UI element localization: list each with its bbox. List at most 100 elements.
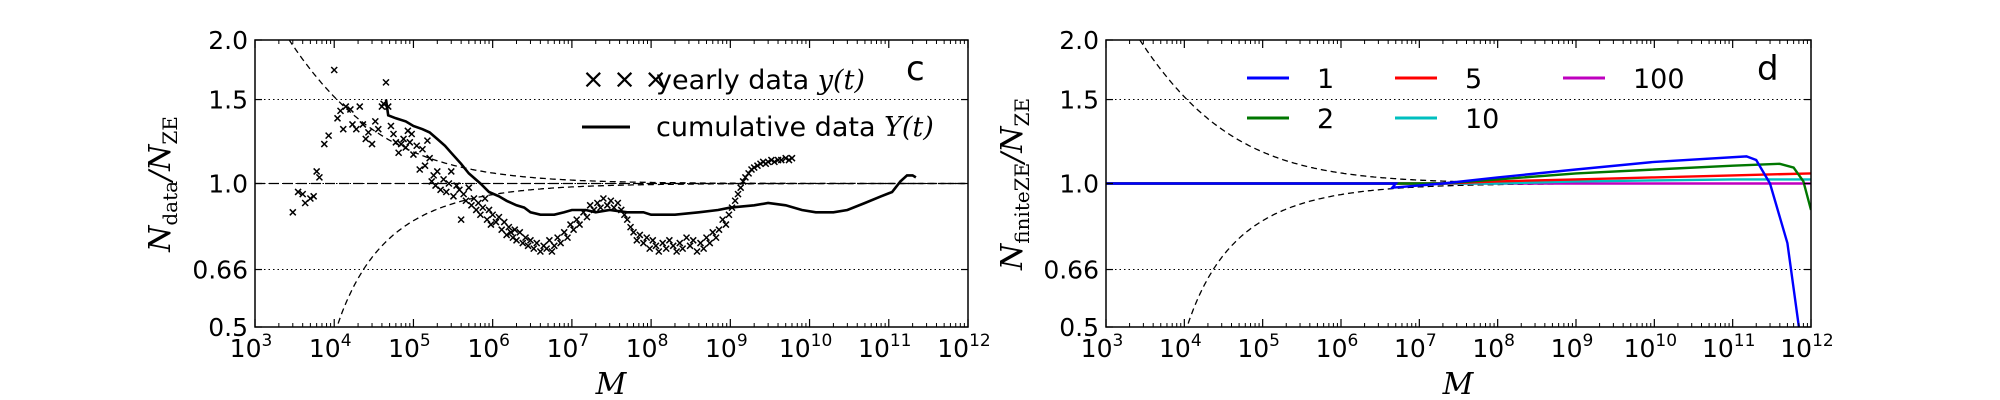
- c-yearly-point: [731, 197, 739, 205]
- c-yearly-point: [374, 125, 382, 133]
- d-legend-label-1: 1: [1317, 64, 1334, 95]
- c-legend-label-yearly: yearly data y(t): [656, 65, 865, 96]
- c-yearly-point: [689, 236, 697, 244]
- c-x-tick-label: 104: [309, 331, 352, 363]
- c-yearly-point: [673, 247, 681, 256]
- c-x-tick-label: 1011: [858, 331, 911, 363]
- c-yearly-point: [676, 239, 684, 247]
- c-yearly-point: [397, 140, 405, 148]
- c-yearly-point: [352, 125, 360, 133]
- c-yearly-point: [421, 162, 429, 170]
- c-x-tick-label: 106: [467, 331, 510, 363]
- c-yearly-point: [505, 223, 513, 231]
- c-yearly-point: [445, 179, 453, 188]
- d-legend-label-5: 5: [1465, 64, 1482, 95]
- d-x-tick-label: 106: [1316, 331, 1359, 363]
- c-yearly-point: [662, 245, 670, 253]
- c-yearly-point: [462, 197, 470, 205]
- c-y-tick-label: 2.0: [208, 26, 248, 55]
- c-legend-label-cumulative: cumulative data Y(t): [656, 112, 934, 143]
- c-yearly-point: [702, 234, 711, 242]
- c-yearly-point: [788, 154, 796, 162]
- c-yearly-point: [770, 158, 778, 166]
- c-yearly-point: [453, 182, 461, 190]
- c-yearly-point: [325, 132, 333, 140]
- c-yearly-point: [416, 165, 424, 174]
- c-yearly-point: [543, 245, 551, 253]
- c-yearly-point: [346, 105, 354, 113]
- c-yearly-point: [566, 221, 575, 229]
- c-y-axis: 0.5 0.66 1.0 1.5 2.0: [192, 26, 968, 342]
- c-yearly-point: [623, 216, 631, 224]
- d-x-tick-label: 104: [1159, 331, 1202, 363]
- c-yearly-point: [782, 154, 790, 162]
- c-yearly-point: [294, 188, 302, 196]
- d-y-tick-label: 0.5: [1059, 313, 1099, 342]
- c-y-axis-label: Ndata/NZE: [143, 116, 182, 253]
- c-yearly-point: [423, 137, 431, 145]
- c-yearly-point: [530, 245, 538, 253]
- c-cumulative-line: [384, 99, 917, 216]
- c-yearly-point: [519, 239, 527, 247]
- c-yearly-point: [712, 234, 720, 242]
- c-yearly-point: [633, 236, 641, 244]
- c-yearly-point: [465, 184, 473, 192]
- c-yearly-point: [737, 184, 745, 192]
- c-legend: × × × yearly data y(t) cumulative data Y…: [582, 64, 934, 143]
- c-yearly-point: [507, 228, 515, 236]
- c-yearly-point: [442, 188, 450, 196]
- d-upper-envelope: [1139, 40, 1811, 185]
- c-yearly-point: [299, 190, 307, 198]
- d-series-line-2: [1106, 162, 1811, 211]
- c-yearly-point: [560, 228, 568, 236]
- d-reference-curves: [1106, 40, 1811, 327]
- c-yearly-point: [460, 190, 468, 198]
- c-yearly-point: [289, 208, 297, 216]
- c-yearly-point: [395, 149, 403, 157]
- c-yearly-point: [683, 234, 691, 242]
- c-yearly-point: [750, 164, 758, 172]
- d-x-tick-label: 1010: [1624, 331, 1677, 363]
- c-reference-curves: [255, 40, 968, 327]
- c-yearly-point: [593, 199, 601, 207]
- c-yearly-point: [665, 236, 673, 244]
- c-yearly-point: [652, 242, 660, 250]
- c-yearly-point: [764, 158, 772, 166]
- c-yearly-point: [639, 239, 647, 247]
- c-y-tick-label: 0.66: [192, 256, 248, 285]
- c-x-axis: 103 104 105 106 107 108 109 1010 1011 1012: [230, 40, 991, 363]
- c-yearly-point: [545, 236, 553, 244]
- c-legend-marker-yearly: × × ×: [582, 64, 667, 95]
- c-yearly-point: [362, 135, 370, 143]
- c-yearly-point: [333, 114, 342, 122]
- d-series-line-1: [1106, 155, 1801, 327]
- c-yearly-point: [706, 239, 714, 247]
- c-yearly-point: [433, 167, 441, 175]
- c-yearly-point: [550, 242, 558, 250]
- c-yearly-point: [310, 192, 318, 200]
- c-yearly-point: [636, 231, 644, 239]
- d-legend-label-100: 100: [1633, 64, 1685, 95]
- c-yearly-point: [725, 211, 733, 219]
- c-yearly-point: [406, 138, 414, 146]
- d-legend-label-10: 10: [1465, 104, 1499, 135]
- c-yearly-point: [492, 218, 500, 226]
- c-yearly-point: [614, 199, 622, 207]
- c-yearly-point: [413, 142, 421, 150]
- d-x-tick-label: 107: [1394, 331, 1437, 363]
- c-yearly-point: [643, 234, 651, 242]
- c-yearly-point: [627, 223, 635, 231]
- c-yearly-point: [719, 216, 727, 224]
- c-yearly-point: [511, 226, 519, 234]
- c-x-tick-label: 109: [705, 331, 748, 363]
- c-yearly-point: [342, 103, 350, 111]
- c-y-tick-label: 1.0: [208, 170, 248, 199]
- c-panel-letter: c: [906, 49, 925, 89]
- c-yearly-point: [481, 194, 489, 203]
- c-yearly-point: [392, 138, 400, 146]
- c-yearly-point: [715, 226, 723, 234]
- c-yearly-point: [777, 156, 785, 164]
- c-yearly-point: [548, 247, 556, 256]
- c-yearly-point: [570, 226, 578, 234]
